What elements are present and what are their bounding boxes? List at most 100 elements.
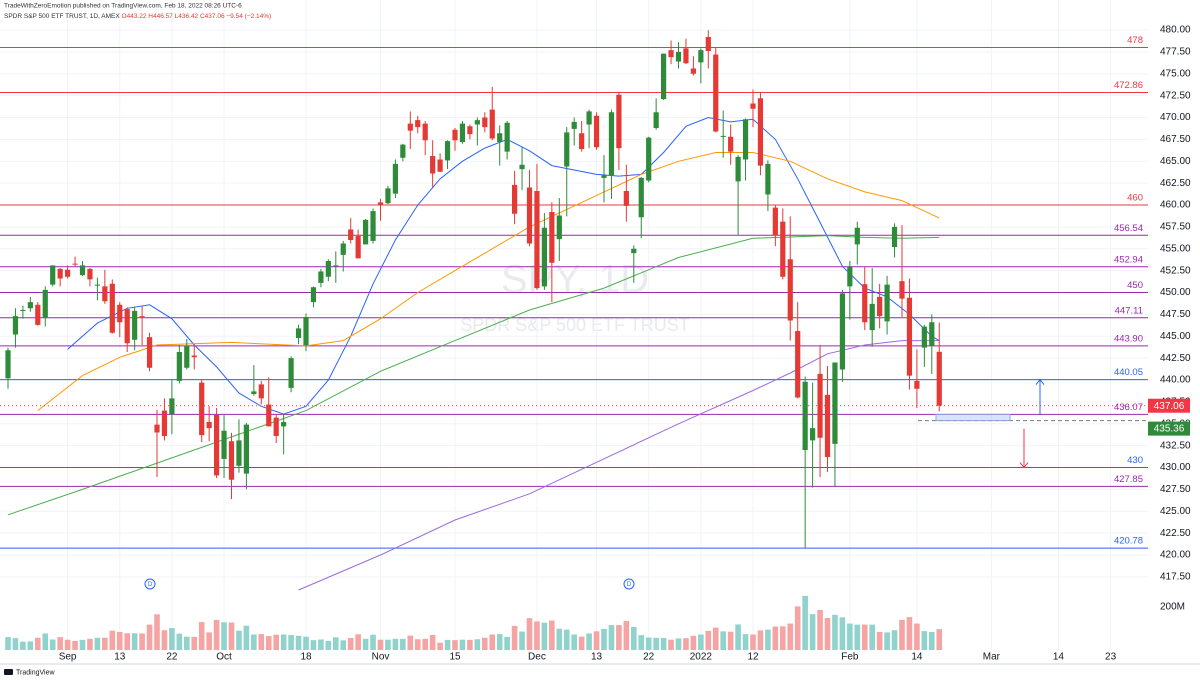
- candle-body: [519, 164, 525, 170]
- marker-price-tag: [1148, 421, 1190, 436]
- volume-bar: [377, 639, 384, 650]
- volume-bar: [623, 621, 630, 650]
- volume-bar: [929, 631, 935, 650]
- volume-bar: [27, 641, 34, 650]
- x-tick-label: Oct: [216, 652, 232, 663]
- x-tick-label: 18: [300, 652, 312, 663]
- volume-bar: [519, 631, 525, 650]
- candle-body: [891, 226, 898, 248]
- volume-bar: [884, 632, 890, 650]
- volume-bar: [35, 637, 41, 650]
- zone-box: [935, 413, 1011, 422]
- volume-bar: [631, 627, 637, 650]
- volume-bar: [541, 622, 548, 650]
- volume-bar: [303, 636, 309, 650]
- volume-bar: [340, 640, 347, 650]
- volume-bar: [57, 637, 63, 650]
- volume-bar: [392, 638, 399, 650]
- candle-body: [94, 284, 100, 286]
- volume-bar: [817, 610, 823, 650]
- volume-bar: [638, 635, 645, 650]
- marker-price-label: 435.36: [1154, 424, 1185, 435]
- y-tick-label: 417.50: [1160, 572, 1191, 583]
- moving-average: [298, 340, 940, 591]
- candle-body: [854, 227, 860, 245]
- x-tick-label: Nov: [372, 652, 390, 663]
- y-tick-label: 480.00: [1160, 25, 1191, 36]
- candle-body: [452, 129, 458, 141]
- volume-bar: [854, 624, 861, 650]
- y-tick-label: 455.00: [1160, 243, 1191, 254]
- volume-bar: [556, 628, 563, 650]
- candle-body: [661, 53, 667, 100]
- candle-body: [258, 384, 264, 399]
- x-tick-label: 14: [911, 652, 923, 663]
- volume-bar: [116, 631, 123, 650]
- y-tick-label: 432.50: [1160, 440, 1191, 451]
- x-tick-label: 12: [747, 652, 759, 663]
- candle-body: [132, 310, 138, 340]
- volume-bar: [921, 631, 928, 650]
- level-label: 472.86: [1114, 80, 1143, 91]
- level-label: 456.54: [1114, 223, 1143, 234]
- volume-bar: [683, 638, 689, 650]
- volume-bar: [184, 636, 190, 650]
- candle-body: [27, 302, 33, 309]
- volume-bar: [191, 636, 198, 650]
- y-tick-label: 420.00: [1160, 550, 1191, 561]
- volume-bar: [437, 642, 443, 650]
- candle-body: [906, 297, 913, 376]
- candle-body: [12, 316, 19, 335]
- candle-body: [363, 219, 369, 245]
- candle-body: [65, 269, 71, 277]
- volume-bar: [593, 631, 600, 650]
- volume-bar: [772, 626, 779, 650]
- volume-bar: [735, 624, 741, 650]
- candle-body: [579, 133, 585, 150]
- candle-body: [333, 265, 339, 267]
- candle-body: [616, 94, 622, 149]
- ohlc-change: −9.54 (−2.14%): [226, 13, 271, 20]
- level-label: 460: [1127, 193, 1143, 204]
- candle-body: [221, 430, 227, 459]
- volume-bar: [608, 625, 615, 650]
- x-tick-label: 13: [114, 652, 126, 663]
- candle-body: [504, 122, 510, 152]
- candle-body: [422, 123, 428, 141]
- candle-body: [444, 141, 451, 161]
- volume-bar: [757, 630, 764, 650]
- volume-bar: [131, 633, 138, 650]
- volume-bar: [325, 640, 332, 650]
- x-tick-label: 13: [591, 652, 603, 663]
- volume-bar: [414, 639, 421, 650]
- dividend-marker[interactable]: [144, 578, 156, 590]
- volume-bar: [124, 633, 130, 650]
- candle-body: [512, 184, 518, 214]
- candle-body: [474, 120, 480, 125]
- candle-body: [534, 191, 540, 289]
- x-tick-label: Sep: [59, 652, 77, 663]
- candle-body: [355, 236, 361, 259]
- arrow-down: [1019, 428, 1029, 469]
- level-label: 478: [1127, 35, 1143, 46]
- candle-body: [161, 410, 168, 437]
- level-label: 452.94: [1114, 254, 1143, 265]
- candle-body: [35, 304, 41, 325]
- candle-body: [169, 398, 175, 415]
- volume-bar: [578, 636, 585, 650]
- volume-bar: [429, 634, 436, 650]
- candle-body: [623, 191, 629, 206]
- volume-bar: [675, 638, 682, 650]
- candle-body: [124, 309, 130, 344]
- candle-body: [236, 440, 242, 466]
- volume-bar: [504, 636, 510, 650]
- dividend-marker[interactable]: [623, 578, 635, 590]
- candle-body: [50, 265, 56, 285]
- volume-bar: [549, 620, 555, 650]
- volume-bar: [660, 637, 667, 650]
- candle-body: [146, 337, 153, 368]
- candle-body: [646, 137, 652, 181]
- footer-brand: TradingView: [16, 669, 55, 676]
- level-label: 450: [1127, 280, 1143, 291]
